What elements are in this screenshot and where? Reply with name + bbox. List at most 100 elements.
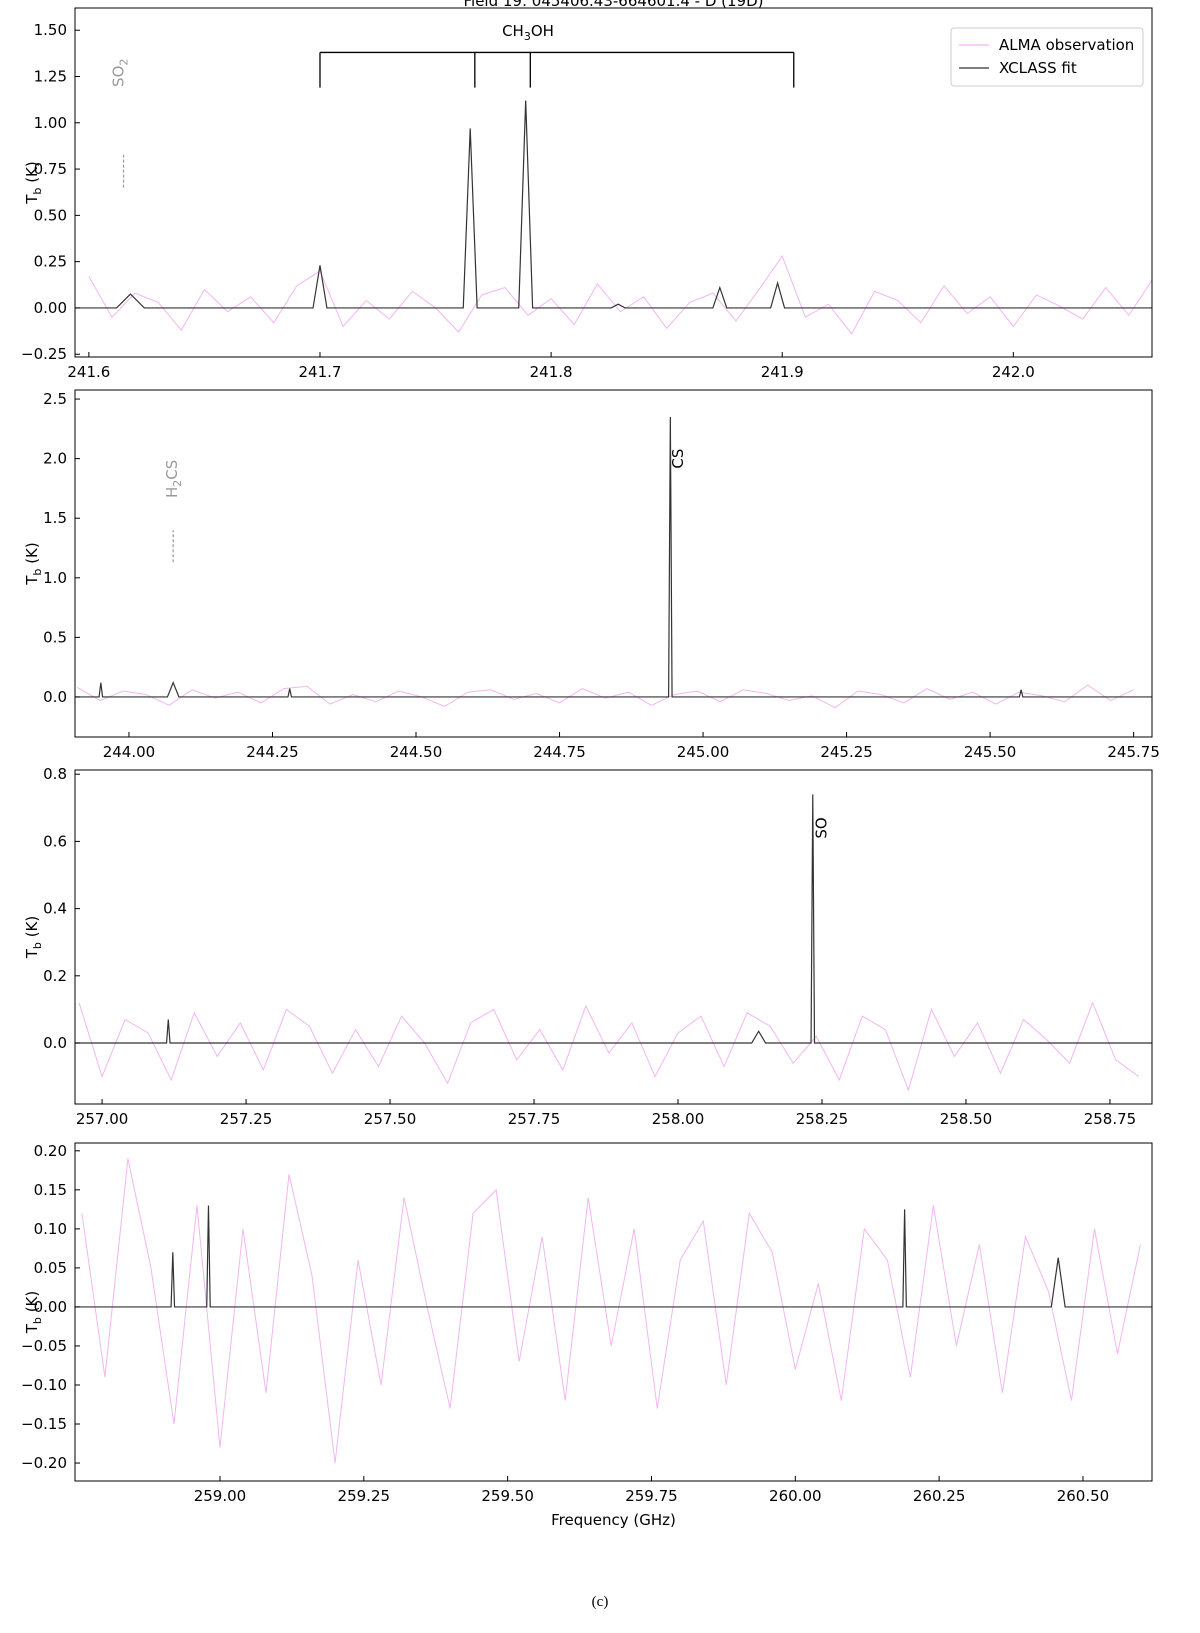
x-tick-label: 259.25 <box>338 1487 391 1505</box>
x-tick-label: 258.25 <box>796 1110 849 1128</box>
y-tick-label: 1.50 <box>34 21 67 39</box>
text-part: (K) <box>23 1291 41 1317</box>
y-tick-label: 0.50 <box>34 206 67 224</box>
x-tick-label: 241.8 <box>530 363 573 381</box>
x-tick-label: 260.25 <box>913 1487 966 1505</box>
plot-area <box>75 100 1152 335</box>
x-tick-label: 259.00 <box>194 1487 247 1505</box>
x-tick-label: 258.00 <box>652 1110 705 1128</box>
subscript: 2 <box>118 59 131 66</box>
subscript: b <box>31 188 44 195</box>
text-part: CS <box>669 449 687 469</box>
y-tick-label: 0.0 <box>43 1034 67 1052</box>
x-tick-label: 257.50 <box>364 1110 417 1128</box>
annotation: H2CS <box>163 460 184 498</box>
text-part: CH <box>502 22 524 40</box>
x-tick-label: 259.50 <box>481 1487 534 1505</box>
series-line <box>75 1205 1152 1308</box>
axes-frame <box>74 7 1153 358</box>
y-axis-label: Tb (K) <box>23 161 44 204</box>
series-line <box>75 100 1152 309</box>
text-part: (K) <box>23 161 41 187</box>
text-part: T <box>23 575 41 586</box>
text-part: CS <box>163 460 181 480</box>
annotation: CH3OH <box>502 22 554 43</box>
text-part: T <box>23 1323 41 1334</box>
annotation: SO <box>813 817 831 838</box>
x-tick-label: 257.00 <box>76 1110 129 1128</box>
x-tick-label: 260.50 <box>1057 1487 1110 1505</box>
text-part: SO <box>110 66 128 87</box>
y-tick-label: 0.00 <box>34 1298 67 1316</box>
y-tick-label: 0.6 <box>43 832 67 850</box>
text-part: (K) <box>23 542 41 568</box>
y-tick-label: −0.20 <box>21 1454 67 1472</box>
legend-box <box>950 27 1144 87</box>
y-tick-label: 1.0 <box>43 569 67 587</box>
subscript: b <box>31 942 44 949</box>
x-tick-label: 242.0 <box>992 363 1035 381</box>
x-tick-label: 244.75 <box>533 743 586 761</box>
series-line <box>78 1001 1140 1092</box>
series-line <box>75 416 1152 698</box>
legend-label: XCLASS fit <box>999 59 1077 77</box>
plot-area <box>75 1158 1152 1464</box>
axes-frame <box>74 1142 1153 1482</box>
subscript: 2 <box>171 480 184 487</box>
text-part: T <box>23 948 41 959</box>
subscript: 3 <box>524 30 531 43</box>
y-axis-label: Tb (K) <box>23 916 44 959</box>
y-tick-label: 1.5 <box>43 509 67 527</box>
plot-area <box>75 794 1152 1092</box>
x-tick-label: 245.25 <box>820 743 873 761</box>
y-tick-label: 0.8 <box>43 765 67 783</box>
caption: (c) <box>592 1594 609 1610</box>
y-tick-label: 0.2 <box>43 967 67 985</box>
series-line <box>88 255 1152 335</box>
x-tick-label: 241.6 <box>67 363 110 381</box>
x-tick-label: 245.75 <box>1107 743 1160 761</box>
x-axis-label: Frequency (GHz) <box>551 1511 676 1529</box>
x-tick-label: 244.25 <box>246 743 299 761</box>
x-tick-label: 257.25 <box>220 1110 273 1128</box>
y-tick-label: −0.15 <box>21 1415 67 1433</box>
y-axis-label: Tb (K) <box>23 542 44 585</box>
y-tick-label: 1.25 <box>34 68 67 86</box>
text-part: (K) <box>23 916 41 942</box>
x-tick-label: 258.50 <box>940 1110 993 1128</box>
x-tick-label: 245.00 <box>677 743 730 761</box>
axes-frame <box>74 389 1153 738</box>
y-tick-label: 0.0 <box>43 688 67 706</box>
chart-title: Field 19: 045406.43-664601.4 - D (19D) <box>463 0 763 10</box>
y-tick-label: 0.25 <box>34 253 67 271</box>
y-tick-label: 0.15 <box>34 1181 67 1199</box>
y-axis-label: Tb (K) <box>23 1291 44 1334</box>
annotation: SO2 <box>110 59 131 87</box>
x-tick-label: 260.00 <box>769 1487 822 1505</box>
x-tick-label: 259.75 <box>625 1487 678 1505</box>
x-tick-label: 257.75 <box>508 1110 561 1128</box>
series-line <box>75 794 1152 1044</box>
text-part: SO <box>813 817 831 838</box>
y-tick-label: −0.10 <box>21 1376 67 1394</box>
y-tick-label: 0.75 <box>34 160 67 178</box>
y-tick-label: 0.00 <box>34 299 67 317</box>
y-tick-label: 1.00 <box>34 114 67 132</box>
y-tick-label: 2.0 <box>43 450 67 468</box>
y-tick-label: 0.20 <box>34 1142 67 1160</box>
x-tick-label: 244.00 <box>103 743 156 761</box>
text-part: T <box>23 194 41 205</box>
y-tick-label: 0.4 <box>43 900 67 918</box>
y-tick-label: 0.10 <box>34 1220 67 1238</box>
series-line <box>81 1158 1141 1464</box>
text-part: H <box>163 487 181 498</box>
legend-label: ALMA observation <box>999 36 1134 54</box>
x-tick-label: 244.50 <box>390 743 443 761</box>
annotation: CS <box>669 449 687 469</box>
axes-frame <box>74 769 1153 1105</box>
plot-area <box>75 416 1152 709</box>
y-tick-label: 2.5 <box>43 390 67 408</box>
subscript: b <box>31 1317 44 1324</box>
x-tick-label: 241.9 <box>761 363 804 381</box>
